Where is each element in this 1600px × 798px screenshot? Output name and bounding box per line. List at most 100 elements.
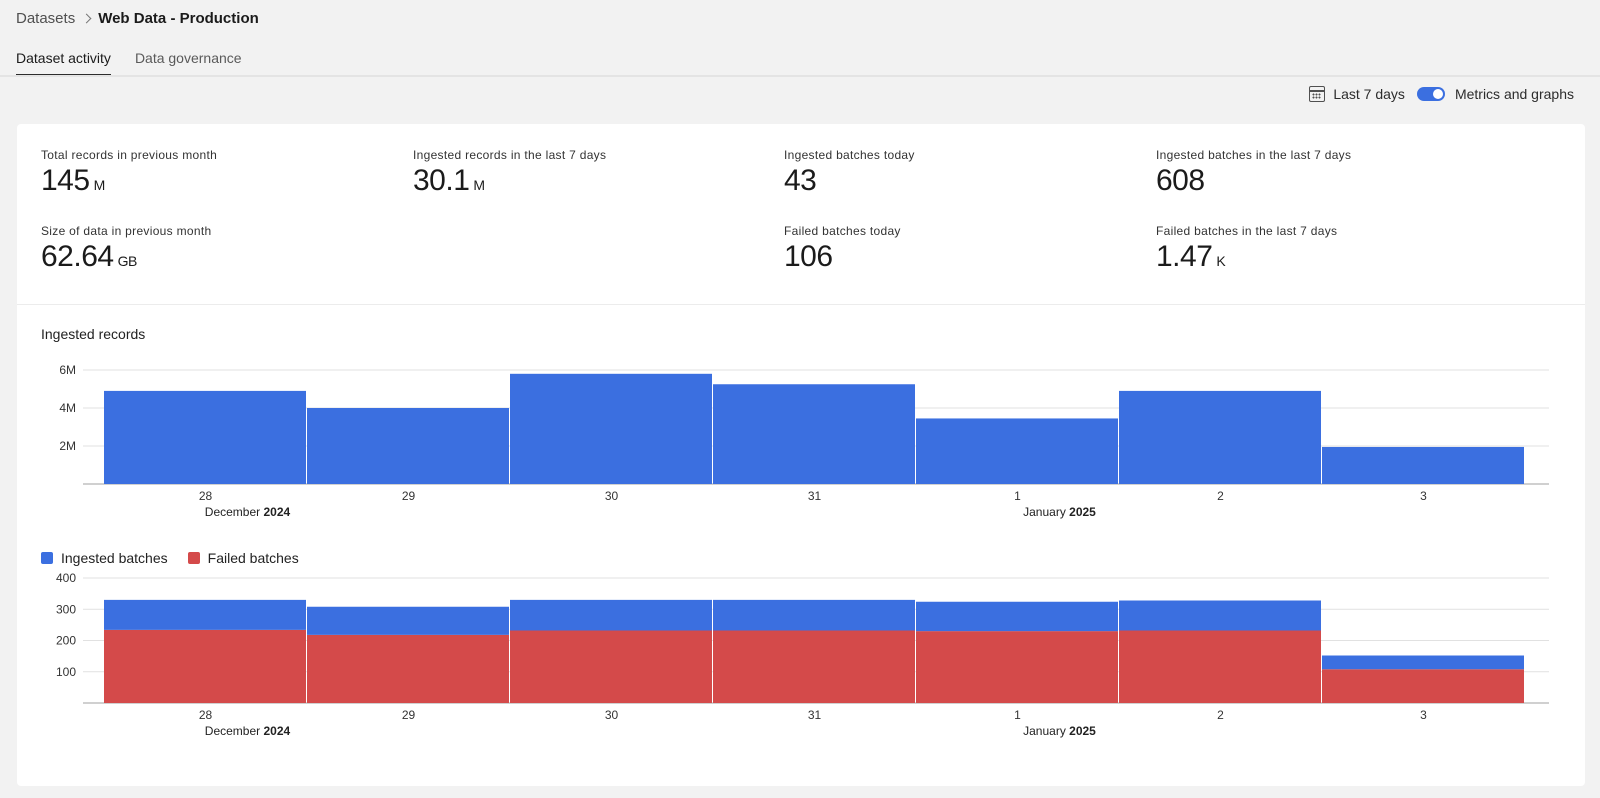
- x-tick-label: 31: [808, 708, 822, 722]
- metric-unit: K: [1216, 253, 1226, 269]
- tab-bar: Dataset activity Data governance: [16, 42, 1600, 78]
- bar-ingested-batches: [713, 599, 915, 631]
- bar-ingested-records: [104, 390, 306, 484]
- y-tick-label: 300: [56, 602, 76, 616]
- x-tick-label: 28: [199, 708, 213, 722]
- metric-number: 145: [41, 164, 90, 197]
- bar-failed-batches: [713, 630, 915, 703]
- metric-number: 1.47: [1156, 240, 1213, 273]
- metric-failed-batches-7d: Failed batches in the last 7 days 1.47 K: [1156, 224, 1337, 274]
- bar-ingested-batches: [104, 599, 306, 630]
- y-tick-label: 6M: [59, 363, 76, 377]
- legend-item-ingested[interactable]: Ingested batches: [41, 550, 168, 566]
- tabs-divider: [0, 75, 1600, 77]
- metric-value: 1.47 K: [1156, 240, 1337, 274]
- ingested-records-chart: 2M 4M 6M 28 29 30 31 1 2 3 December 2024 January 20…: [59, 363, 1549, 519]
- bar-failed-batches: [510, 630, 712, 703]
- bar-ingested-records: [1322, 446, 1524, 484]
- x-tick-label: 3: [1420, 489, 1427, 503]
- metric-number: 30.1: [413, 164, 470, 197]
- metrics-graphs-toggle[interactable]: [1416, 87, 1445, 101]
- calendar-icon[interactable]: [1309, 86, 1326, 102]
- x-tick-label: 2: [1217, 489, 1224, 503]
- x-tick-label: 30: [605, 708, 619, 722]
- x-tick-label: 29: [402, 489, 416, 503]
- bar-ingested-batches: [307, 606, 509, 635]
- bar-ingested-batches: [1322, 655, 1524, 670]
- metric-label: Ingested records in the last 7 days: [413, 148, 607, 162]
- metric-value: 62.64 GB: [41, 240, 211, 274]
- batches-legend: Ingested batches Failed batches: [41, 550, 319, 566]
- x-tick-label: 29: [402, 708, 416, 722]
- metric-ingested-batches-7d: Ingested batches in the last 7 days 608: [1156, 148, 1351, 198]
- legend-label-failed: Failed batches: [207, 550, 299, 566]
- metric-value: 106: [784, 240, 833, 273]
- bar-ingested-batches: [1119, 600, 1321, 631]
- metric-ingested-batches-today: Ingested batches today 43: [784, 148, 915, 198]
- metric-failed-batches-today: Failed batches today 106: [784, 224, 901, 274]
- bar-failed-batches: [1119, 630, 1321, 703]
- month-label: January 2025: [1023, 724, 1096, 738]
- bar-failed-batches: [307, 634, 509, 703]
- tab-data-governance[interactable]: Data governance: [134, 50, 242, 66]
- toggle-label: Metrics and graphs: [1454, 86, 1574, 102]
- metrics-panel: Total records in previous month 145 M Ing…: [17, 124, 1585, 305]
- bar-ingested-records: [307, 408, 509, 484]
- x-tick-label: 3: [1420, 708, 1427, 722]
- tab-dataset-activity[interactable]: Dataset activity: [16, 42, 111, 76]
- month-label: December 2024: [205, 724, 291, 738]
- metric-label: Total records in previous month: [41, 148, 218, 162]
- metric-label: Failed batches in the last 7 days: [1156, 224, 1338, 238]
- metric-label: Ingested batches today: [784, 148, 915, 162]
- metric-unit: M: [93, 177, 106, 193]
- metric-unit: M: [473, 177, 485, 193]
- metric-label: Failed batches today: [784, 224, 901, 238]
- chevron-right-icon: [81, 13, 92, 23]
- bar-ingested-records: [713, 384, 915, 484]
- metric-number: 62.64: [41, 240, 114, 273]
- metric-label: Ingested batches in the last 7 days: [1156, 148, 1352, 162]
- month-label: December 2024: [205, 505, 291, 519]
- x-tick-label: 31: [808, 489, 822, 503]
- legend-swatch-failed: [187, 552, 200, 564]
- date-range-picker[interactable]: Last 7 days: [1333, 86, 1405, 102]
- bar-failed-batches: [1322, 669, 1524, 703]
- breadcrumb-datasets-link[interactable]: Datasets: [16, 9, 76, 27]
- y-tick-label: 100: [56, 665, 76, 679]
- bar-failed-batches: [104, 629, 306, 703]
- bar-failed-batches: [916, 631, 1118, 703]
- metric-label: Size of data in previous month: [41, 224, 212, 238]
- x-tick-label: 1: [1014, 708, 1021, 722]
- metric-value: 43: [784, 164, 817, 197]
- month-label: January 2025: [1023, 505, 1096, 519]
- metric-unit: GB: [117, 253, 138, 269]
- legend-swatch-ingested: [41, 552, 53, 564]
- metric-value: 30.1 M: [413, 164, 606, 198]
- x-tick-label: 1: [1014, 489, 1021, 503]
- y-tick-label: 200: [56, 634, 76, 648]
- metric-value: 145 M: [41, 164, 217, 198]
- bar-ingested-records: [916, 418, 1118, 484]
- toolbar: Last 7 days Metrics and graphs: [1309, 86, 1574, 102]
- y-tick-label: 4M: [59, 401, 76, 415]
- x-tick-label: 28: [199, 489, 213, 503]
- y-tick-label: 2M: [59, 439, 76, 453]
- bar-ingested-batches: [916, 601, 1118, 632]
- legend-label-ingested: Ingested batches: [61, 550, 168, 566]
- chart-title-ingested-records: Ingested records: [41, 326, 146, 342]
- bar-ingested-records: [510, 373, 712, 484]
- page-title: Web Data - Production: [98, 9, 259, 27]
- metric-total-records-prev-month: Total records in previous month 145 M: [41, 148, 217, 198]
- x-tick-label: 2: [1217, 708, 1224, 722]
- bar-ingested-records: [1119, 390, 1321, 484]
- activity-card: Total records in previous month 145 M Ing…: [17, 124, 1585, 786]
- breadcrumb: Datasets Web Data - Production: [16, 8, 259, 28]
- legend-item-failed[interactable]: Failed batches: [187, 550, 299, 566]
- x-tick-label: 30: [605, 489, 619, 503]
- metric-ingested-records-7d: Ingested records in the last 7 days 30.1…: [413, 148, 606, 198]
- metric-value: 608: [1156, 164, 1205, 197]
- y-tick-label: 400: [56, 571, 76, 585]
- metric-size-prev-month: Size of data in previous month 62.64 GB: [41, 224, 211, 274]
- batches-chart: 100 200 300 400 28 29 30 31 1 2 3 December 2024 Janu…: [56, 571, 1549, 738]
- bar-ingested-batches: [510, 599, 712, 631]
